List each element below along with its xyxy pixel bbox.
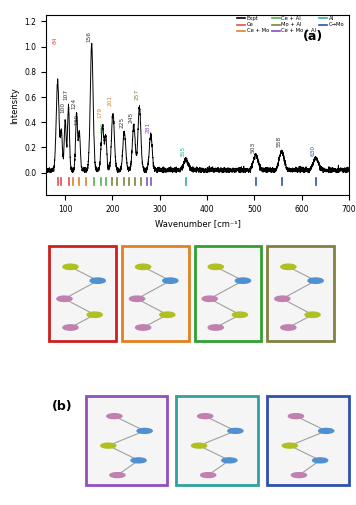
Circle shape [137, 428, 152, 433]
Circle shape [202, 296, 217, 301]
Text: 225: 225 [119, 117, 124, 128]
Text: 281: 281 [146, 122, 151, 133]
Circle shape [201, 473, 216, 478]
Text: 179: 179 [98, 107, 103, 118]
Text: 245: 245 [129, 112, 134, 123]
Circle shape [136, 325, 151, 330]
Text: 100: 100 [60, 102, 65, 113]
Circle shape [291, 473, 307, 478]
Circle shape [110, 473, 125, 478]
Text: 503: 503 [251, 142, 256, 153]
Text: 355: 355 [181, 145, 186, 157]
Circle shape [63, 325, 78, 330]
Circle shape [208, 264, 223, 270]
Text: 156: 156 [87, 31, 92, 42]
Text: 257: 257 [135, 89, 140, 100]
Circle shape [235, 278, 251, 283]
Y-axis label: Intensity: Intensity [10, 87, 19, 124]
Circle shape [319, 428, 334, 433]
Text: 201: 201 [108, 95, 113, 107]
Circle shape [130, 296, 145, 301]
Circle shape [282, 443, 298, 448]
Circle shape [101, 443, 116, 448]
Text: 107: 107 [63, 89, 68, 100]
Circle shape [208, 325, 223, 330]
Circle shape [313, 458, 328, 463]
Circle shape [228, 428, 243, 433]
Text: 84: 84 [53, 36, 58, 44]
Text: (a): (a) [303, 30, 323, 43]
Circle shape [192, 443, 207, 448]
Text: 186: 186 [101, 122, 106, 133]
Circle shape [281, 325, 296, 330]
Circle shape [222, 458, 237, 463]
Text: (b): (b) [52, 400, 73, 413]
Circle shape [136, 264, 151, 270]
Circle shape [305, 312, 320, 318]
Circle shape [63, 264, 78, 270]
Circle shape [107, 414, 122, 419]
Text: 130: 130 [74, 114, 79, 125]
Legend: Expt, Ce, Ce + Mo, Ce + Al, Mo + Al, Ce + Mo + Al, Al, C→Mo: Expt, Ce, Ce + Mo, Ce + Al, Mo + Al, Ce … [235, 14, 346, 35]
Text: 630: 630 [311, 144, 316, 156]
Circle shape [288, 414, 304, 419]
Circle shape [198, 414, 213, 419]
Circle shape [160, 312, 175, 318]
Circle shape [87, 312, 102, 318]
Circle shape [57, 296, 72, 301]
Text: 558: 558 [277, 135, 282, 147]
Circle shape [232, 312, 247, 318]
Circle shape [90, 278, 105, 283]
Text: 124: 124 [72, 98, 77, 109]
X-axis label: Wavenumber [cm⁻¹]: Wavenumber [cm⁻¹] [155, 220, 241, 229]
Circle shape [275, 296, 290, 301]
Circle shape [308, 278, 323, 283]
Circle shape [163, 278, 178, 283]
Circle shape [131, 458, 146, 463]
Circle shape [281, 264, 296, 270]
